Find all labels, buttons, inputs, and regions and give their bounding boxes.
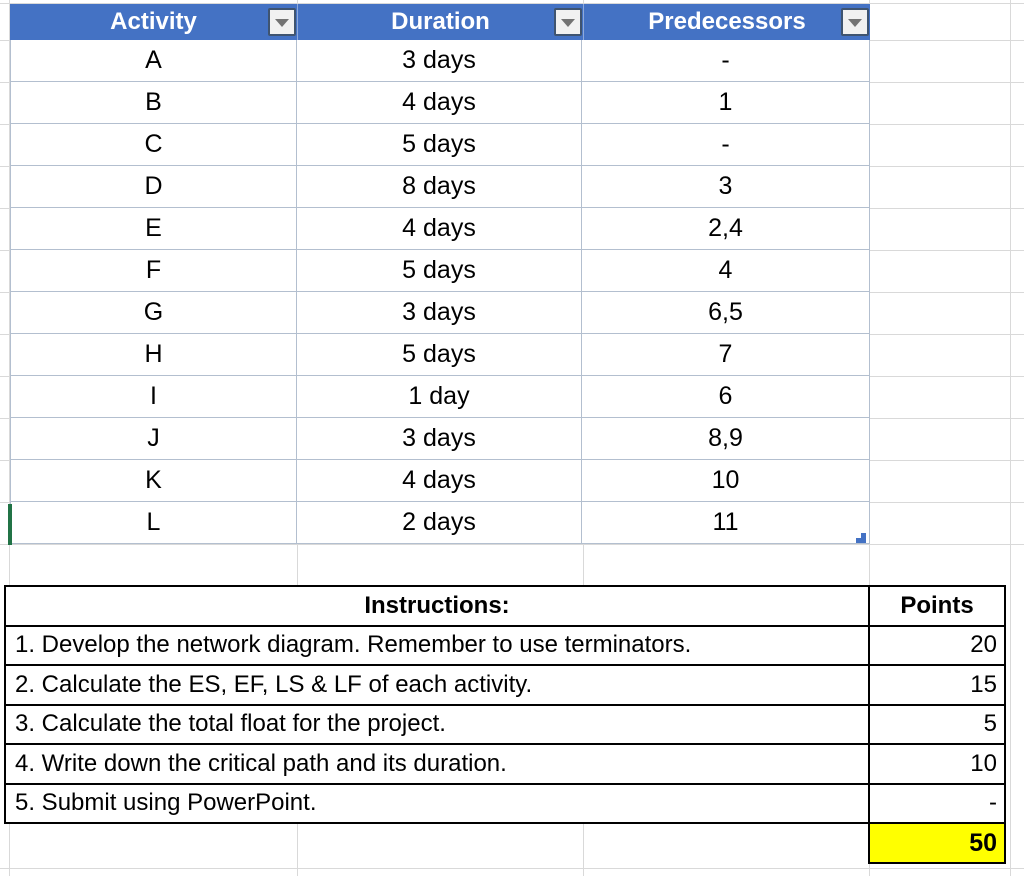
duration-cell[interactable]: 1 day [297, 376, 582, 417]
total-points-cell[interactable]: 50 [868, 822, 1006, 864]
instruction-row: 3. Calculate the total float for the pro… [6, 703, 1004, 743]
activity-cell[interactable]: G [11, 292, 297, 333]
predecessors-cell[interactable]: - [721, 130, 730, 158]
predecessors-cell[interactable]: 2,4 [708, 214, 743, 242]
activity-cell[interactable]: B [11, 82, 297, 123]
table-row: I 1 day 6 [11, 376, 869, 418]
activity-cell[interactable]: H [11, 334, 297, 375]
instruction-text[interactable]: 4. Write down the critical path and its … [15, 749, 507, 777]
duration-cell[interactable]: 4 days [297, 460, 582, 501]
duration-cell[interactable]: 3 days [297, 418, 582, 459]
table-row: L 2 days 11 [11, 502, 869, 544]
duration-cell[interactable]: 2 days [297, 502, 582, 543]
points-cell[interactable]: 15 [868, 666, 1004, 704]
table-resize-handle[interactable] [856, 533, 866, 543]
predecessors-cell[interactable]: 10 [711, 466, 740, 494]
points-cell[interactable]: - [868, 784, 1004, 822]
activity-cell[interactable]: K [11, 460, 297, 501]
gridline [1010, 0, 1011, 876]
instruction-row: 2. Calculate the ES, EF, LS & LF of each… [6, 664, 1004, 704]
column-header-label: Duration [391, 8, 490, 35]
chevron-down-icon [275, 18, 289, 27]
table-row: C 5 days - [11, 124, 869, 166]
table-row: E 4 days 2,4 [11, 208, 869, 250]
duration-cell[interactable]: 3 days [297, 40, 582, 81]
table-header-row: Activity Duration Predecessors [10, 4, 870, 40]
duration-cell[interactable]: 8 days [297, 166, 582, 207]
column-header-label: Predecessors [648, 8, 806, 35]
instruction-text[interactable]: 1. Develop the network diagram. Remember… [15, 631, 692, 659]
filter-dropdown-activity[interactable] [268, 8, 296, 36]
instruction-text[interactable]: 3. Calculate the total float for the pro… [15, 710, 446, 738]
chevron-down-icon [848, 18, 862, 27]
activity-cell[interactable]: E [11, 208, 297, 249]
gridline [0, 868, 1024, 869]
predecessors-cell[interactable]: 11 [712, 508, 739, 536]
table-row: D 8 days 3 [11, 166, 869, 208]
column-header-predecessors[interactable]: Predecessors [583, 4, 870, 40]
predecessors-cell[interactable]: 6 [718, 382, 733, 410]
predecessors-cell[interactable]: 6,5 [708, 298, 743, 326]
activity-cell[interactable]: C [11, 124, 297, 165]
table-row: F 5 days 4 [11, 250, 869, 292]
activity-cell[interactable]: I [11, 376, 297, 417]
activity-table: Activity Duration Predecessors A [10, 4, 870, 544]
points-cell[interactable]: 20 [868, 626, 1004, 664]
column-header-duration[interactable]: Duration [297, 4, 583, 40]
table-row: J 3 days 8,9 [11, 418, 869, 460]
activity-cell[interactable]: A [11, 40, 297, 81]
predecessors-cell[interactable]: 8,9 [708, 424, 743, 452]
selection-indicator [8, 504, 12, 545]
filter-dropdown-duration[interactable] [554, 8, 582, 36]
duration-cell[interactable]: 5 days [297, 250, 582, 291]
instruction-row: 4. Write down the critical path and its … [6, 743, 1004, 783]
instructions-header-row: Instructions: Points [6, 587, 1004, 625]
activity-cell[interactable]: F [11, 250, 297, 291]
duration-cell[interactable]: 5 days [297, 334, 582, 375]
table-row: K 4 days 10 [11, 460, 869, 502]
table-row: H 5 days 7 [11, 334, 869, 376]
points-cell[interactable]: 10 [868, 745, 1004, 783]
activity-cell[interactable]: D [11, 166, 297, 207]
instruction-row: 5. Submit using PowerPoint. - [6, 782, 1004, 822]
duration-cell[interactable]: 3 days [297, 292, 582, 333]
points-header: Points [868, 587, 1004, 625]
points-cell[interactable]: 5 [868, 705, 1004, 743]
predecessors-cell[interactable]: 7 [718, 340, 733, 368]
duration-cell[interactable]: 4 days [297, 208, 582, 249]
table-body: A 3 days - B 4 days 1 C 5 days - D 8 day… [10, 40, 870, 544]
filter-dropdown-predecessors[interactable] [841, 8, 869, 36]
instruction-row: 1. Develop the network diagram. Remember… [6, 624, 1004, 664]
chevron-down-icon [561, 18, 575, 27]
instructions-title: Instructions: [364, 591, 510, 619]
gridline [0, 3, 1024, 4]
predecessors-cell[interactable]: 3 [718, 172, 733, 200]
duration-cell[interactable]: 5 days [297, 124, 582, 165]
table-row: B 4 days 1 [11, 82, 869, 124]
predecessors-cell[interactable]: 1 [718, 88, 733, 116]
table-row: A 3 days - [11, 40, 869, 82]
activity-cell[interactable]: J [11, 418, 297, 459]
instruction-text[interactable]: 5. Submit using PowerPoint. [15, 789, 317, 817]
predecessors-cell[interactable]: 4 [718, 256, 733, 284]
duration-cell[interactable]: 4 days [297, 82, 582, 123]
instruction-text[interactable]: 2. Calculate the ES, EF, LS & LF of each… [15, 670, 533, 698]
column-header-activity[interactable]: Activity [10, 4, 297, 40]
activity-cell[interactable]: L [11, 502, 297, 543]
gridline [9, 0, 10, 876]
column-header-label: Activity [110, 8, 197, 35]
table-row: G 3 days 6,5 [11, 292, 869, 334]
instructions-table: Instructions: Points 1. Develop the netw… [4, 585, 1006, 824]
predecessors-cell[interactable]: - [721, 46, 730, 74]
gridline [0, 544, 1024, 545]
